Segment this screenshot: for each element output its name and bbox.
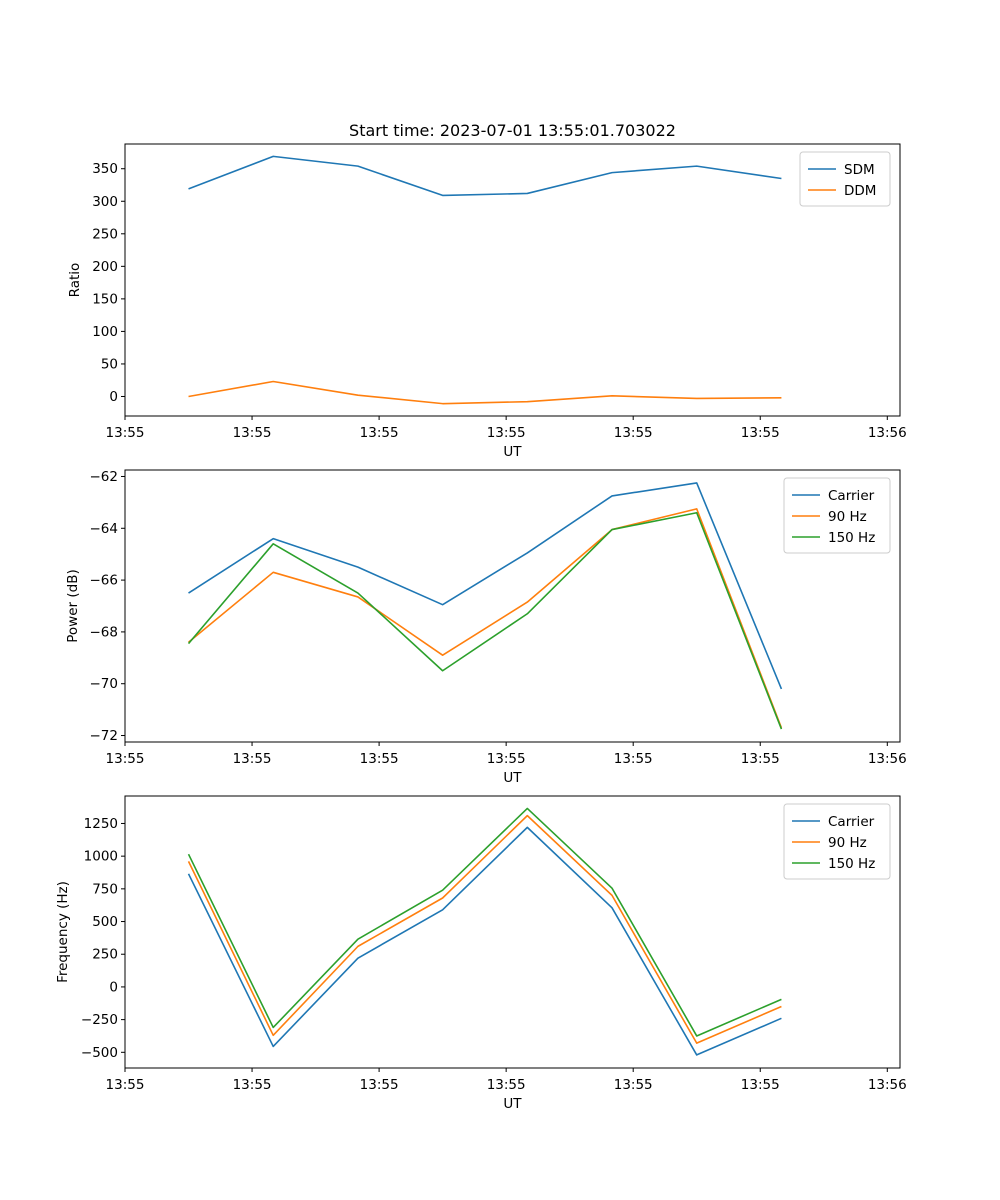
power-series-line-90-hz xyxy=(188,508,783,729)
power-xtick-label: 13:55 xyxy=(487,751,526,767)
frequency-xtick-label: 13:55 xyxy=(487,1077,526,1093)
ratio-xtick-label: 13:55 xyxy=(233,425,272,441)
frequency-legend-box xyxy=(783,803,891,880)
ratio-ytick-label: 150 xyxy=(92,291,118,307)
ratio-xtick-label: 13:55 xyxy=(614,425,653,441)
frequency-legend-label: 150 Hz xyxy=(828,856,875,872)
power-xtick-label: 13:55 xyxy=(233,751,272,767)
power-ytick-label: −62 xyxy=(90,469,119,485)
ratio-legend-box xyxy=(799,151,891,207)
frequency-panel: −500 −250 0 250 500 750 1000 1250 13:55 13:55 13:5… xyxy=(55,795,907,1112)
frequency-xtick-label: 13:55 xyxy=(741,1077,780,1093)
ratio-ytick-label: 200 xyxy=(92,259,118,275)
ratio-xtick-label: 13:55 xyxy=(741,425,780,441)
frequency-series-line-150-hz xyxy=(187,807,782,1037)
frequency-series-group xyxy=(187,807,782,1056)
power-xtick-label: 13:55 xyxy=(614,751,653,767)
power-series-line-150-hz xyxy=(187,511,783,730)
power-legend: Carrier 90 Hz 150 Hz xyxy=(783,477,891,554)
frequency-ytick-label: 1000 xyxy=(84,849,118,865)
ratio-ytick-label: 100 xyxy=(92,324,118,340)
power-ytick-label: −68 xyxy=(90,624,119,640)
power-xlabel: UT xyxy=(503,770,522,786)
power-xtick-label: 13:56 xyxy=(868,751,907,767)
ratio-xlabel: UT xyxy=(503,444,522,460)
ratio-xtick-label: 13:55 xyxy=(487,425,526,441)
power-xtick-label: 13:55 xyxy=(360,751,399,767)
power-xtick-label: 13:55 xyxy=(741,751,780,767)
ratio-ytick-label: 0 xyxy=(109,389,118,405)
power-ytick-label: −72 xyxy=(90,728,119,744)
frequency-ytick-label: 1250 xyxy=(84,816,118,832)
ratio-series-line-sdm xyxy=(188,155,782,197)
power-xtick-label: 13:55 xyxy=(106,751,145,767)
frequency-legend-label: 90 Hz xyxy=(828,835,867,851)
frequency-series-line-carrier xyxy=(187,826,782,1056)
power-ylabel: Power (dB) xyxy=(65,569,81,642)
frequency-axes-frame xyxy=(124,795,901,1069)
ratio-series-line-ddm xyxy=(188,380,782,405)
frequency-xtick-label: 13:55 xyxy=(360,1077,399,1093)
frequency-ytick-label: −250 xyxy=(81,1012,118,1028)
ratio-ytick-label: 350 xyxy=(92,161,118,177)
power-legend-box xyxy=(783,477,891,554)
power-ytick-label: −66 xyxy=(90,573,119,589)
ratio-ytick-label: 50 xyxy=(101,356,118,372)
ratio-ytick-label: 250 xyxy=(92,226,118,242)
power-axes-frame xyxy=(124,469,901,743)
power-panel: −72 −70 −68 −66 −64 −62 13:55 13:55 13:55 13:55 13… xyxy=(65,469,907,786)
power-ytick-label: −70 xyxy=(90,676,119,692)
frequency-legend: Carrier 90 Hz 150 Hz xyxy=(783,803,891,880)
power-ytick-label: −64 xyxy=(90,521,119,537)
ratio-xtick-label: 13:55 xyxy=(360,425,399,441)
frequency-ylabel: Frequency (Hz) xyxy=(55,881,71,983)
power-series-group xyxy=(187,482,783,730)
ratio-ylabel: Ratio xyxy=(67,263,83,298)
ratio-axes-frame xyxy=(124,143,901,417)
ratio-panel: 0 50 100 150 200 250 300 350 13:55 13:55 13:55 13:5… xyxy=(67,121,907,460)
ratio-legend-label: SDM xyxy=(844,162,875,178)
frequency-series-line-90-hz xyxy=(187,814,782,1044)
power-legend-label: 150 Hz xyxy=(828,530,875,546)
chart-title: Start time: 2023-07-01 13:55:01.703022 xyxy=(349,121,676,140)
frequency-ytick-label: 250 xyxy=(92,947,118,963)
frequency-xtick-label: 13:55 xyxy=(233,1077,272,1093)
ratio-series-group xyxy=(188,155,782,405)
frequency-xlabel: UT xyxy=(503,1096,522,1112)
power-legend-label: 90 Hz xyxy=(828,509,867,525)
ratio-legend: SDM DDM xyxy=(799,151,891,207)
frequency-ytick-label: 750 xyxy=(92,881,118,897)
power-series-line-carrier xyxy=(188,482,783,690)
power-legend-label: Carrier xyxy=(828,488,875,504)
ratio-legend-label: DDM xyxy=(844,183,876,199)
frequency-xtick-label: 13:55 xyxy=(614,1077,653,1093)
ratio-xtick-label: 13:55 xyxy=(106,425,145,441)
frequency-legend-label: Carrier xyxy=(828,814,875,830)
ratio-ytick-label: 300 xyxy=(92,194,118,210)
frequency-ytick-label: 0 xyxy=(109,979,118,995)
frequency-xtick-label: 13:56 xyxy=(868,1077,907,1093)
frequency-xtick-label: 13:55 xyxy=(106,1077,145,1093)
frequency-ytick-label: −500 xyxy=(81,1045,118,1061)
ratio-xtick-label: 13:56 xyxy=(868,425,907,441)
frequency-ytick-label: 500 xyxy=(92,914,118,930)
